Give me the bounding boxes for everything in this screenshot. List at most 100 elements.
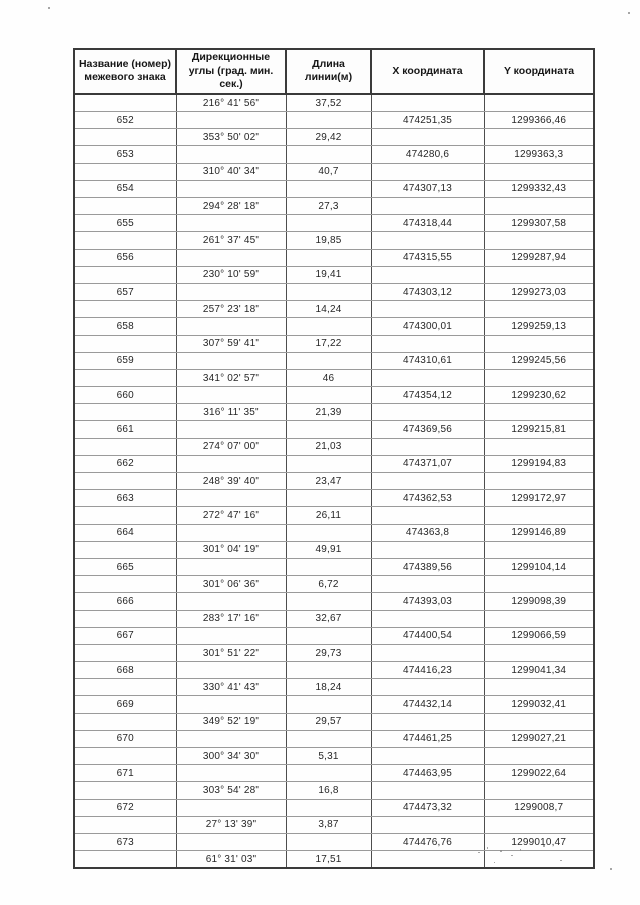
cell-line-length [285,420,372,439]
cell-y-coordinate: 1299332,43 [483,180,595,199]
scan-noise [48,7,50,9]
cell-line-length: 17,22 [285,335,372,353]
angle-row: 330° 41' 43" 18,24 [73,678,595,697]
angle-row: 257° 23' 18" 14,24 [73,300,595,319]
cell-y-coordinate [483,266,595,284]
cell-directional-angle: 248° 39' 40" [175,472,287,491]
angle-row: 230° 10' 59" 19,41 [73,266,595,284]
cell-point-number [73,369,177,388]
cell-y-coordinate [483,472,595,491]
cell-x-coordinate: 474307,13 [370,180,485,199]
cell-directional-angle: 61° 31' 03" [175,850,287,870]
cell-line-length: 19,41 [285,266,372,284]
cell-x-coordinate: 474461,25 [370,730,485,749]
cell-y-coordinate: 1299010,47 [483,833,595,852]
cell-point-number: 652 [73,111,177,130]
cell-line-length: 26,11 [285,506,372,525]
cell-y-coordinate: 1299104,14 [483,558,595,577]
cell-y-coordinate: 1299066,59 [483,627,595,645]
cell-x-coordinate [370,438,485,456]
cell-line-length [285,730,372,749]
cell-directional-angle: 294° 28' 18" [175,197,287,216]
cell-directional-angle [175,489,287,508]
cell-x-coordinate [370,850,485,870]
point-row: 660 474354,12 1299230,62 [73,386,595,405]
cell-point-number: 658 [73,317,177,336]
angle-row: 307° 59' 41" 17,22 [73,335,595,353]
cell-point-number: 654 [73,180,177,199]
cell-line-length: 37,52 [285,93,372,113]
cell-line-length [285,111,372,130]
cell-directional-angle: 216° 41' 56" [175,93,287,113]
cell-point-number: 653 [73,145,177,164]
cell-x-coordinate [370,816,485,834]
cell-x-coordinate: 474473,32 [370,799,485,817]
cell-line-length: 27,3 [285,197,372,216]
point-row: 656 474315,55 1299287,94 [73,249,595,267]
cell-point-number: 667 [73,627,177,645]
cell-x-coordinate: 474416,23 [370,661,485,680]
cell-directional-angle [175,283,287,302]
point-row: 672 474473,32 1299008,7 [73,799,595,817]
cell-directional-angle: 307° 59' 41" [175,335,287,353]
header-directional-angles: Дирекционные углы (град. мин. сек.) [175,48,287,95]
cell-directional-angle: 330° 41' 43" [175,678,287,697]
scan-noise [500,850,502,852]
scan-noise [560,860,562,861]
point-row: 655 474318,44 1299307,58 [73,214,595,233]
cell-x-coordinate: 474303,12 [370,283,485,302]
cell-x-coordinate [370,335,485,353]
cell-point-number [73,93,177,113]
cell-y-coordinate: 1299307,58 [483,214,595,233]
cell-y-coordinate [483,197,595,216]
angle-row: 301° 51' 22" 29,73 [73,644,595,663]
cell-line-length [285,489,372,508]
cell-directional-angle [175,386,287,405]
angle-row: 316° 11' 35" 21,39 [73,403,595,422]
cell-directional-angle [175,558,287,577]
cell-y-coordinate [483,850,595,870]
cell-point-number: 657 [73,283,177,302]
cell-x-coordinate: 474371,07 [370,455,485,474]
cell-directional-angle [175,180,287,199]
cell-point-number [73,128,177,147]
cell-y-coordinate [483,541,595,559]
point-row: 669 474432,14 1299032,41 [73,695,595,714]
cell-point-number: 656 [73,249,177,267]
cell-x-coordinate [370,231,485,250]
scan-noise [610,868,612,870]
cell-y-coordinate [483,438,595,456]
point-row: 670 474461,25 1299027,21 [73,730,595,749]
cell-directional-angle: 230° 10' 59" [175,266,287,284]
cell-directional-angle [175,661,287,680]
cell-y-coordinate: 1299146,89 [483,524,595,542]
cell-directional-angle [175,420,287,439]
point-row: 667 474400,54 1299066,59 [73,627,595,645]
cell-line-length: 5,31 [285,747,372,766]
cell-point-number [73,644,177,663]
point-row: 666 474393,03 1299098,39 [73,592,595,611]
cell-y-coordinate: 1299027,21 [483,730,595,749]
cell-y-coordinate: 1299363,3 [483,145,595,164]
cell-directional-angle: 274° 07' 00" [175,438,287,456]
cell-x-coordinate [370,472,485,491]
cell-directional-angle [175,524,287,542]
point-row: 653 474280,6 1299363,3 [73,145,595,164]
cell-x-coordinate: 474300,01 [370,317,485,336]
cell-directional-angle: 301° 06' 36" [175,575,287,594]
cell-line-length [285,695,372,714]
cell-directional-angle [175,455,287,474]
cell-directional-angle: 27° 13' 39" [175,816,287,834]
cell-y-coordinate [483,163,595,181]
cell-y-coordinate [483,403,595,422]
cell-y-coordinate [483,93,595,113]
cell-directional-angle [175,352,287,370]
cell-point-number: 661 [73,420,177,439]
cell-line-length: 29,42 [285,128,372,147]
cell-y-coordinate: 1299230,62 [483,386,595,405]
cell-point-number [73,506,177,525]
cell-point-number: 669 [73,695,177,714]
cell-line-length [285,558,372,577]
cell-y-coordinate: 1299245,56 [483,352,595,370]
scan-noise [494,862,495,863]
